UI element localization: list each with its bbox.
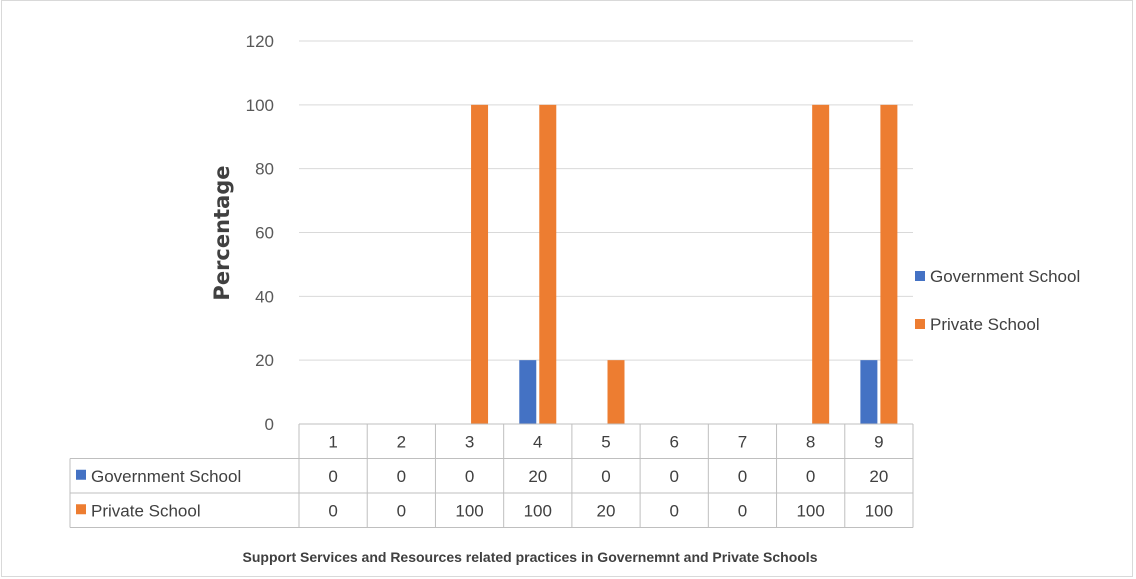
bar-private-school-3 <box>471 104 489 424</box>
x-tick-label: 5 <box>601 432 610 451</box>
chart-title: Support Services and Resources related p… <box>243 549 818 565</box>
data-label: 0 <box>601 467 610 486</box>
bar-private-school-5 <box>607 360 625 424</box>
data-label: 0 <box>328 501 337 520</box>
data-label: 0 <box>806 467 815 486</box>
x-tick-label: 7 <box>738 432 747 451</box>
y-tick-label: 40 <box>255 287 274 306</box>
data-label: 0 <box>738 501 747 520</box>
x-tick-label: 1 <box>328 432 337 451</box>
data-label: 20 <box>528 467 547 486</box>
gridlines <box>299 40 913 361</box>
y-tick-label: 120 <box>246 32 274 51</box>
y-tick-label: 60 <box>255 224 274 243</box>
legend-swatch <box>915 319 925 329</box>
data-label: 0 <box>669 501 678 520</box>
data-label: 0 <box>738 467 747 486</box>
x-tick-label: 6 <box>669 432 678 451</box>
bar-government-school-9 <box>860 360 878 424</box>
y-axis-label: Percentage <box>210 165 234 300</box>
bar-private-school-4 <box>539 104 557 424</box>
legend: Government School Private School <box>915 267 1080 334</box>
legend-label: Government School <box>930 267 1080 286</box>
y-tick-label: 100 <box>246 96 274 115</box>
data-label: 0 <box>465 467 474 486</box>
data-label: 100 <box>455 501 483 520</box>
table-legend-key <box>76 469 86 480</box>
x-tick-label: 9 <box>874 432 883 451</box>
legend-swatch <box>915 271 925 281</box>
bar-private-school-8 <box>812 104 830 424</box>
data-label: 20 <box>869 467 888 486</box>
data-label: 0 <box>397 467 406 486</box>
table-legend-key <box>76 504 86 515</box>
x-tick-label: 2 <box>397 432 406 451</box>
data-label: 0 <box>669 467 678 486</box>
data-label: 100 <box>865 501 893 520</box>
y-tick-label: 80 <box>255 160 274 179</box>
table-series-name: Private School <box>91 501 201 520</box>
data-label: 0 <box>328 467 337 486</box>
data-label: 100 <box>524 501 552 520</box>
bars <box>471 104 898 424</box>
x-tick-label: 8 <box>806 432 815 451</box>
y-tick-label: 20 <box>255 351 274 370</box>
y-tick-label: 0 <box>265 415 274 434</box>
bar-government-school-4 <box>519 360 537 424</box>
data-table: 1 2 3 4 5 6 7 8 9 Government School 0 0 0 20 0 0 0 0 20 Pri… <box>69 423 914 528</box>
data-label: 0 <box>397 501 406 520</box>
table-series-name: Government School <box>91 467 241 486</box>
data-label: 20 <box>597 501 616 520</box>
bar-private-school-9 <box>880 104 898 424</box>
y-axis-ticks: 0 20 40 60 80 100 120 <box>246 32 274 434</box>
data-label: 100 <box>796 501 824 520</box>
x-tick-label: 3 <box>465 432 474 451</box>
legend-label: Private School <box>930 315 1040 334</box>
x-tick-label: 4 <box>533 432 542 451</box>
